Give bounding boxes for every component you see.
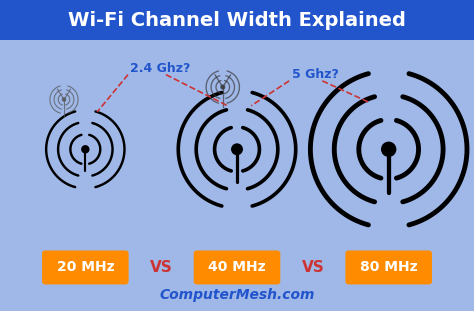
Text: Wi-Fi Channel Width Explained: Wi-Fi Channel Width Explained	[68, 11, 406, 30]
Text: VS: VS	[150, 260, 173, 275]
Circle shape	[232, 144, 242, 155]
Text: ComputerMesh.com: ComputerMesh.com	[159, 288, 315, 303]
FancyBboxPatch shape	[0, 0, 474, 40]
FancyBboxPatch shape	[346, 250, 432, 285]
Circle shape	[221, 85, 225, 89]
Text: 2.4 Ghz?: 2.4 Ghz?	[130, 62, 191, 75]
Text: 80 MHz: 80 MHz	[360, 260, 418, 275]
FancyBboxPatch shape	[194, 250, 280, 285]
Text: 40 MHz: 40 MHz	[208, 260, 266, 275]
Circle shape	[82, 146, 89, 153]
Text: VS: VS	[301, 260, 324, 275]
Text: 20 MHz: 20 MHz	[56, 260, 114, 275]
Circle shape	[382, 142, 396, 156]
Circle shape	[63, 98, 65, 101]
FancyBboxPatch shape	[42, 250, 128, 285]
Text: 5 Ghz?: 5 Ghz?	[292, 68, 338, 81]
